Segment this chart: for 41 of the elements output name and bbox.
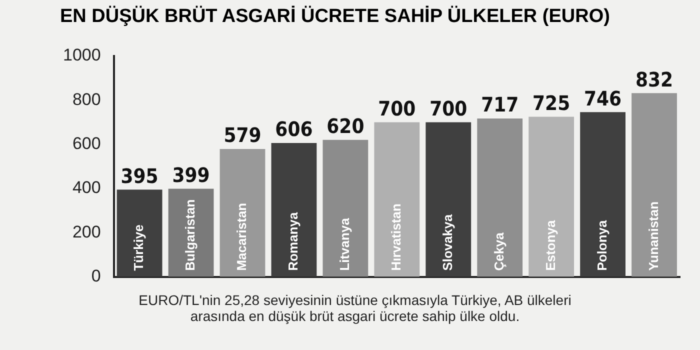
bar	[220, 148, 266, 277]
bar	[168, 188, 214, 277]
x-tick-label: Bulgaristan	[182, 199, 198, 271]
y-tick-label: 0	[91, 266, 101, 286]
y-tick-label: 1000	[62, 46, 101, 65]
x-tick-label: Estonya	[542, 219, 558, 271]
x-tick-label: Türkiye	[131, 224, 146, 271]
x-tick-label: Çekya	[491, 232, 506, 271]
bar	[426, 122, 472, 277]
y-tick-label: 600	[72, 134, 101, 154]
data-label: 746	[584, 86, 622, 110]
data-label: 832	[635, 67, 674, 92]
bar	[632, 93, 677, 277]
data-label: 700	[378, 96, 416, 120]
data-label: 620	[326, 114, 364, 138]
x-tick-label: Hırvatistan	[388, 204, 404, 271]
y-tick-label: 800	[72, 90, 101, 109]
bar	[477, 118, 523, 277]
bar	[528, 116, 574, 277]
bar	[271, 142, 317, 277]
y-tick-label: 400	[72, 178, 101, 198]
bar	[322, 140, 368, 277]
data-label: 579	[224, 123, 262, 148]
y-tick-label: 200	[72, 222, 101, 242]
x-tick-label: Litvanya	[337, 217, 352, 271]
chart-title: EN DÜŞÜK BRÜT ASGARİ ÜCRETE SAHİP ÜLKELER (EURO)	[59, 4, 611, 29]
bar	[374, 122, 420, 277]
bar	[580, 112, 626, 277]
text: EURO/TL'nin 25,28 seviyesinin üstüne çıkmasıyla Türkiye, AB ülkeleri arasında en düşük brüt asgari ücrete sahip ülke oldu.	[138, 292, 572, 324]
x-tick-label: Slovakya	[440, 214, 455, 271]
data-label: 717	[481, 92, 519, 117]
data-label: 725	[532, 90, 570, 115]
data-label: 399	[172, 162, 210, 187]
bar	[116, 190, 162, 277]
data-label: 700	[430, 96, 468, 120]
x-tick-label: Polonya	[594, 219, 610, 271]
x-tick-label: Romanya	[286, 212, 301, 271]
x-tick-label: Macaristan	[234, 202, 250, 271]
data-label: 606	[275, 117, 313, 142]
x-tick-label: Yunanistan	[646, 201, 661, 271]
data-label: 395	[120, 164, 158, 188]
